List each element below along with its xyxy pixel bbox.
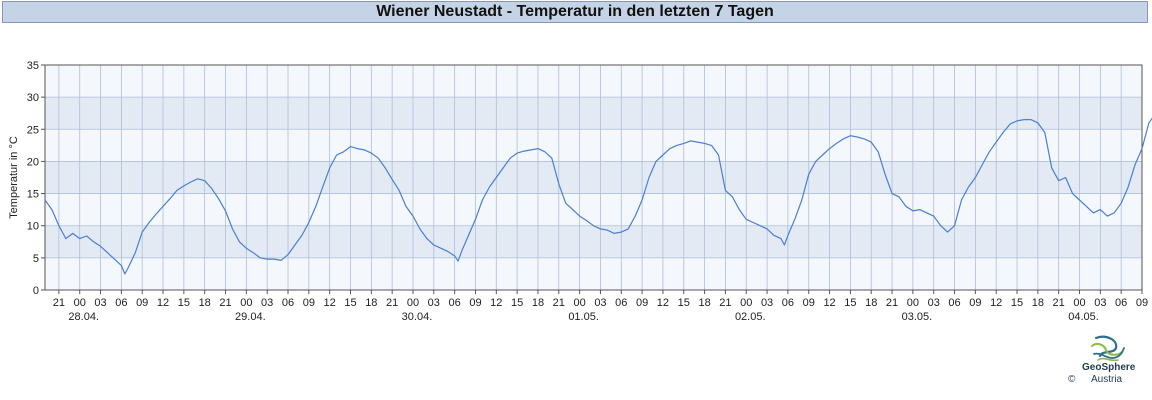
- x-tick-label: 09: [969, 297, 981, 309]
- x-tick-label: 12: [823, 297, 835, 309]
- x-tick-label: 03: [428, 297, 440, 309]
- x-tick-label: 21: [386, 297, 398, 309]
- x-tick-label: 09: [803, 297, 815, 309]
- x-tick-label: 09: [303, 297, 315, 309]
- x-tick-label: 00: [1073, 297, 1085, 309]
- x-tick-label: 06: [782, 297, 794, 309]
- x-tick-label: 03: [94, 297, 106, 309]
- band: [45, 161, 1142, 194]
- x-tick-label: 09: [636, 297, 648, 309]
- day-label: 28.04.: [68, 311, 99, 323]
- band: [45, 65, 1142, 98]
- x-tick-label: 15: [344, 297, 356, 309]
- y-tick-label: 20: [27, 156, 39, 168]
- x-tick-label: 12: [990, 297, 1002, 309]
- x-tick-label: 03: [1094, 297, 1106, 309]
- day-label: 03.05.: [902, 311, 933, 323]
- x-tick-label: 09: [469, 297, 481, 309]
- x-tick-label: 06: [1115, 297, 1127, 309]
- x-tick-label: 18: [698, 297, 710, 309]
- x-tick-label: 09: [136, 297, 148, 309]
- band: [45, 97, 1142, 130]
- chart-title: Wiener Neustadt - Temperatur in den letz…: [2, 1, 1148, 23]
- y-tick-label: 30: [27, 92, 39, 104]
- x-tick-label: 21: [719, 297, 731, 309]
- x-tick-label: 00: [240, 297, 252, 309]
- y-tick-label: 10: [27, 221, 39, 233]
- x-tick-label: 03: [928, 297, 940, 309]
- x-tick-label: 09: [1136, 297, 1148, 309]
- x-tick-label: 00: [74, 297, 86, 309]
- y-tick-label: 0: [33, 285, 39, 297]
- y-tick-label: 5: [33, 253, 39, 265]
- day-label: 29.04.: [235, 311, 266, 323]
- day-label: 30.04.: [402, 311, 433, 323]
- x-tick-label: 00: [407, 297, 419, 309]
- x-tick-label: 03: [761, 297, 773, 309]
- y-axis-label: Temperatur in °C: [8, 136, 20, 219]
- x-tick-label: 15: [511, 297, 523, 309]
- day-label: 02.05.: [735, 311, 766, 323]
- band: [45, 129, 1142, 162]
- x-tick-label: 15: [844, 297, 856, 309]
- x-tick-label: 18: [199, 297, 211, 309]
- x-tick-label: 06: [449, 297, 461, 309]
- x-tick-label: 12: [490, 297, 502, 309]
- geosphere-austria-logo-icon: [1091, 335, 1125, 362]
- x-tick-label: 03: [594, 297, 606, 309]
- x-tick-label: 03: [261, 297, 273, 309]
- x-tick-label: 15: [678, 297, 690, 309]
- band: [45, 257, 1142, 290]
- x-tick-label: 18: [1032, 297, 1044, 309]
- band: [45, 193, 1142, 226]
- x-tick-label: 06: [115, 297, 127, 309]
- x-tick-label: 12: [324, 297, 336, 309]
- x-tick-label: 15: [178, 297, 190, 309]
- band: [45, 225, 1142, 258]
- x-tick-label: 06: [615, 297, 627, 309]
- plot-frame: [44, 64, 1143, 291]
- x-tick-label: 21: [553, 297, 565, 309]
- day-label: 01.05.: [568, 311, 599, 323]
- x-tick-label: 00: [740, 297, 752, 309]
- y-tick-label: 25: [27, 124, 39, 136]
- y-tick-label: 15: [27, 189, 39, 201]
- x-tick-label: 21: [219, 297, 231, 309]
- x-tick-label: 06: [282, 297, 294, 309]
- copyright: ©: [1068, 374, 1076, 385]
- y-tick-label: 35: [27, 60, 39, 72]
- day-label: 04.05.: [1068, 311, 1099, 323]
- x-tick-label: 12: [657, 297, 669, 309]
- x-tick-label: 18: [532, 297, 544, 309]
- x-tick-label: 21: [886, 297, 898, 309]
- x-tick-label: 21: [1053, 297, 1065, 309]
- x-tick-label: 15: [1011, 297, 1023, 309]
- x-tick-label: 18: [365, 297, 377, 309]
- x-tick-label: 18: [865, 297, 877, 309]
- x-tick-label: 12: [157, 297, 169, 309]
- x-tick-label: 00: [907, 297, 919, 309]
- x-tick-label: 06: [948, 297, 960, 309]
- logo-name: GeoSphere: [1082, 362, 1136, 373]
- x-tick-label: 21: [53, 297, 65, 309]
- temperature-series-line: [44, 117, 1152, 275]
- logo-sub: Austria: [1091, 374, 1123, 385]
- x-tick-label: 00: [573, 297, 585, 309]
